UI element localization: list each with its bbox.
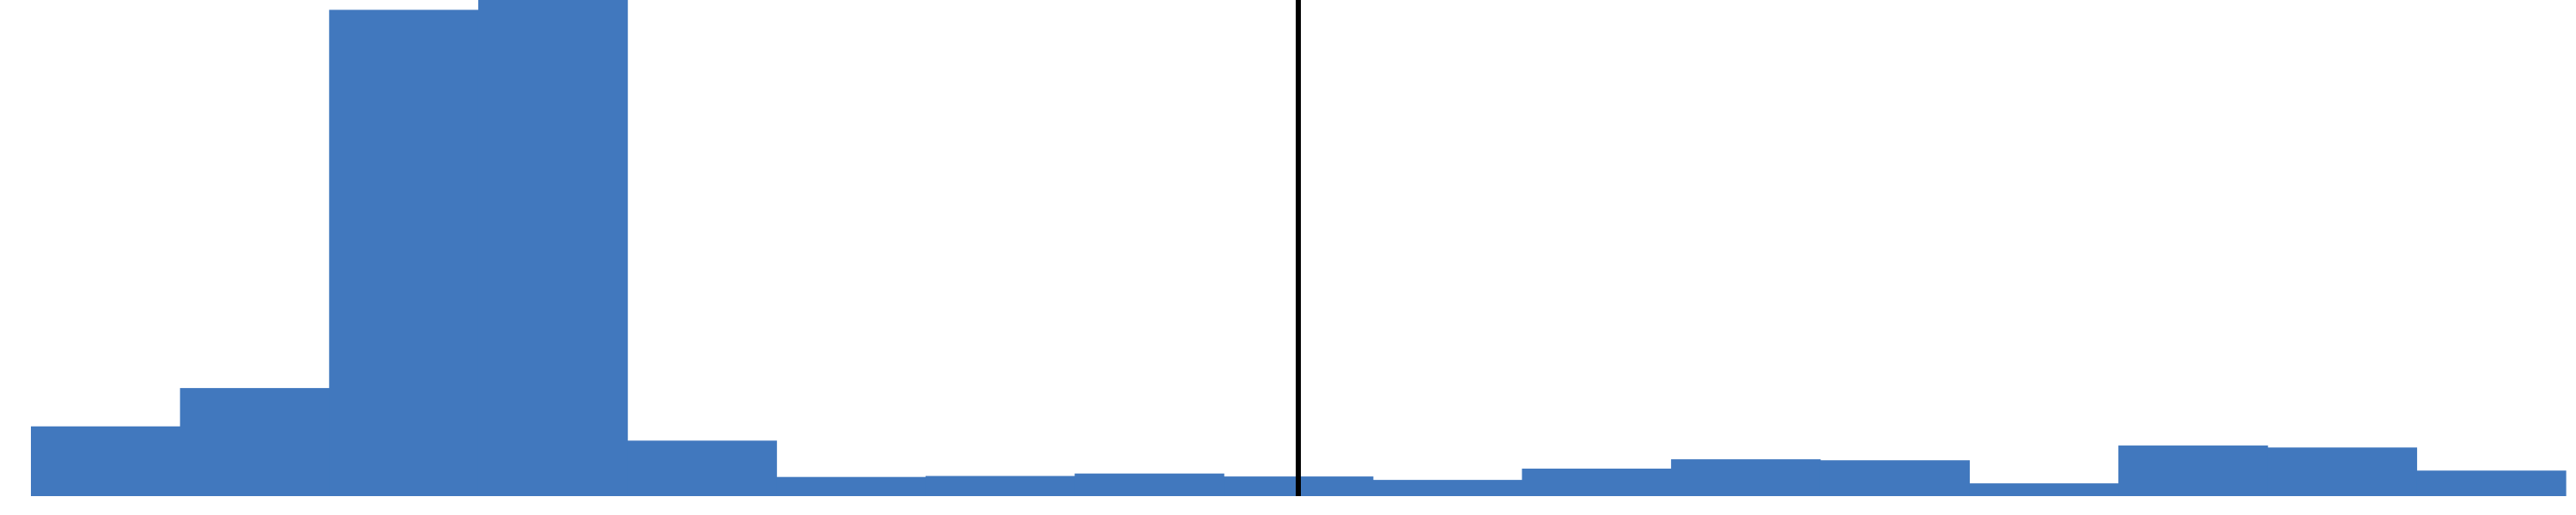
- histogram-bar: [925, 476, 1076, 496]
- histogram-bar: [31, 426, 181, 496]
- histogram-bar: [2118, 445, 2269, 496]
- histogram-bar: [776, 476, 927, 496]
- histogram-bar: [2416, 470, 2567, 496]
- histogram-bar: [329, 9, 479, 496]
- histogram-bar: [477, 0, 629, 496]
- histogram-bar: [1820, 460, 1971, 496]
- histogram-bar: [627, 440, 777, 496]
- histogram-bar: [1969, 483, 2119, 496]
- histogram-bar: [1372, 480, 1523, 496]
- histogram-bar: [1074, 473, 1224, 496]
- histogram-bar: [1522, 468, 1672, 496]
- histogram-bar: [1671, 459, 1821, 496]
- histogram-bar: [179, 388, 330, 496]
- bars-group: [31, 0, 2567, 496]
- histogram-bar: [2267, 447, 2417, 496]
